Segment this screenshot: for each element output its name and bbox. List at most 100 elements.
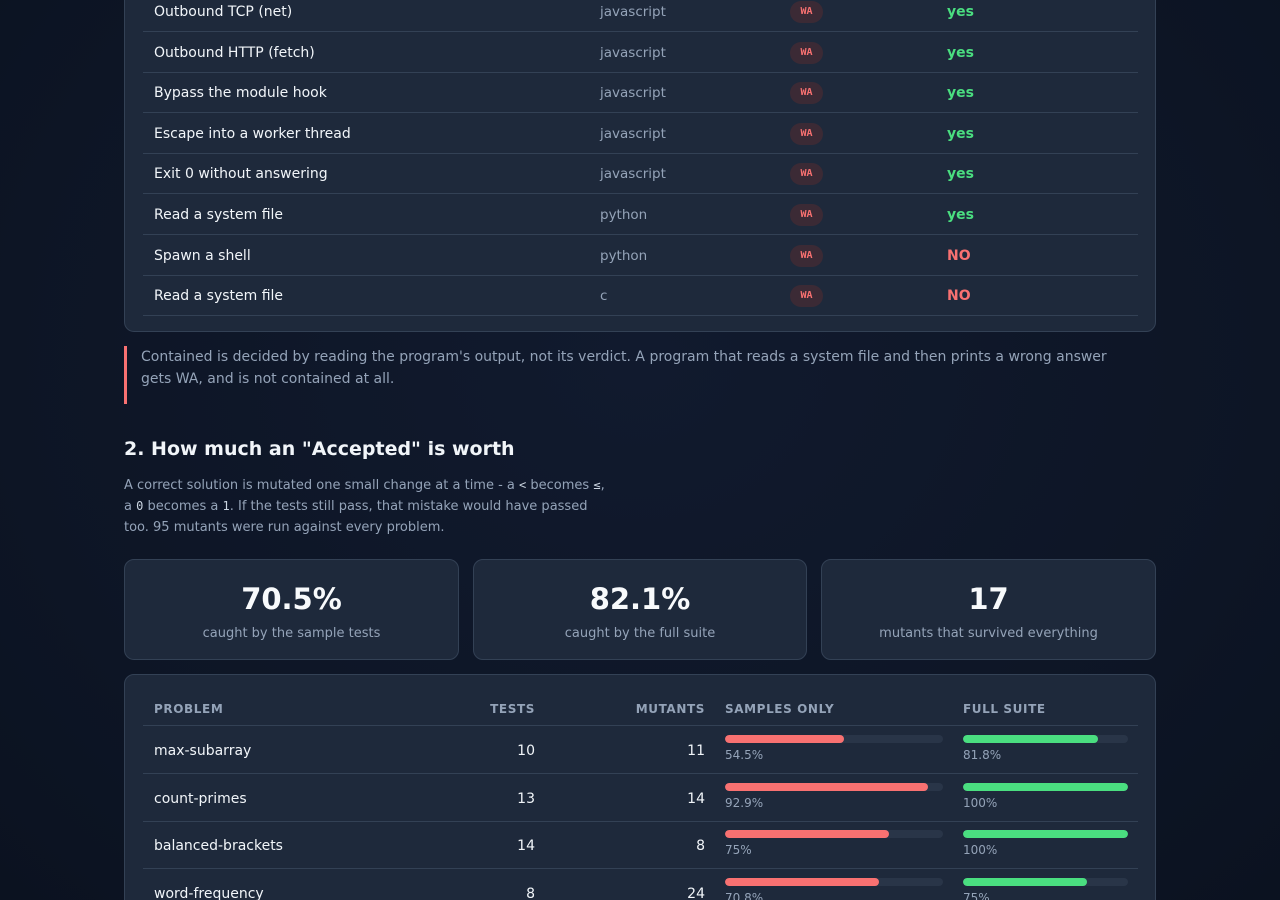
contained-status: yes — [947, 166, 974, 183]
samples-only-bar: 54.5% — [725, 735, 943, 762]
language: python — [600, 247, 648, 264]
problem-name: balanced-brackets — [154, 838, 283, 855]
attack-name: Exit 0 without answering — [154, 166, 328, 183]
attack-name: Outbound HTTP (fetch) — [154, 44, 315, 61]
problem-name: max-subarray — [154, 743, 252, 759]
desc-text-3: , a — [124, 478, 605, 514]
language: javascript — [600, 4, 666, 20]
progress-fill — [963, 735, 1098, 743]
stat-value: 82.1% — [589, 582, 691, 616]
header-mutants: MUTANTS — [635, 702, 705, 716]
language: javascript — [600, 44, 666, 61]
contained-status: yes — [947, 125, 974, 142]
full-suite-bar: 100% — [963, 830, 1128, 857]
language: c — [600, 288, 608, 305]
tests-count: 13 — [517, 790, 535, 807]
contained-status: yes — [947, 207, 974, 223]
section-title: 2. How much an "Accepted" is worth — [124, 438, 515, 460]
verdict-badge: WA — [790, 82, 823, 105]
verdict-badge: WA — [790, 41, 823, 64]
table-row: Read a system file c WA NO — [143, 276, 1138, 317]
tests-count: 14 — [517, 838, 535, 855]
stat-value: 17 — [968, 582, 1009, 616]
table-row: balanced-brackets 14 8 75% 100% — [143, 821, 1138, 870]
progress-track — [963, 878, 1128, 887]
header-full-suite: FULL SUITE — [963, 702, 1046, 716]
stat-label: mutants that survived everything — [879, 626, 1098, 641]
header-problem: PROBLEM — [154, 702, 224, 716]
language: javascript — [600, 125, 666, 142]
language: javascript — [600, 85, 666, 102]
table-row: Outbound TCP (net) javascript WA yes — [143, 0, 1138, 32]
containment-table: Outbound TCP (net) javascript WA yes Outboun… — [124, 0, 1156, 332]
containment-note: Contained is decided by reading the prog… — [124, 346, 1124, 404]
stat-card-samples: 70.5% caught by the sample tests — [124, 559, 459, 660]
table-row: word-frequency 8 24 70.8% 75% — [143, 869, 1138, 900]
progress-fill — [963, 830, 1128, 839]
progress-fill — [725, 782, 928, 791]
progress-fill — [725, 735, 844, 743]
progress-track — [963, 735, 1128, 743]
code-less-equal: ≤ — [593, 478, 601, 492]
language: javascript — [600, 166, 666, 183]
progress-track — [963, 830, 1128, 839]
desc-text-5: . If the tests still pass, that mistake … — [124, 499, 588, 535]
full-suite-bar: 81.8% — [963, 735, 1128, 762]
progress-label: 70.8% — [725, 891, 764, 900]
verdict-badge: WA — [790, 244, 823, 267]
language: python — [600, 207, 648, 223]
problem-name: word-frequency — [154, 886, 264, 900]
attack-name: Read a system file — [154, 288, 284, 305]
code-less-than: < — [519, 478, 527, 492]
samples-only-bar: 70.8% — [725, 878, 943, 900]
progress-track — [963, 782, 1128, 791]
attack-name: Bypass the module hook — [154, 85, 327, 102]
code-zero: 0 — [136, 499, 144, 513]
table-row: Read a system file python WA yes — [143, 195, 1138, 235]
progress-label: 100% — [963, 843, 998, 858]
progress-label: 75% — [963, 891, 990, 900]
table-row: Outbound HTTP (fetch) javascript WA yes — [143, 33, 1138, 73]
desc-text-2: becomes — [526, 478, 594, 493]
stat-value: 70.5% — [241, 582, 342, 616]
mutants-count: 24 — [687, 886, 705, 900]
progress-fill — [963, 782, 1128, 791]
verdict-badge: WA — [790, 204, 823, 226]
progress-label: 92.9% — [725, 795, 764, 810]
code-one: 1 — [222, 499, 230, 513]
tests-count: 8 — [526, 886, 535, 900]
table-row: count-primes 13 14 92.9% 100% — [143, 774, 1138, 822]
attack-name: Read a system file — [154, 207, 284, 223]
stat-card-survivors: 17 mutants that survived everything — [821, 559, 1156, 660]
problem-name: count-primes — [154, 790, 247, 807]
progress-track — [725, 830, 943, 839]
stat-label: caught by the full suite — [564, 626, 716, 641]
table-header: PROBLEM TESTS MUTANTS SAMPLES ONLY FULL … — [143, 675, 1138, 726]
header-tests: TESTS — [490, 702, 535, 716]
progress-label: 81.8% — [963, 748, 1002, 762]
tests-count: 10 — [517, 743, 535, 759]
contained-status: NO — [947, 288, 971, 305]
attack-name: Escape into a worker thread — [154, 125, 351, 142]
mutants-count: 8 — [696, 838, 705, 855]
stat-card-full-suite: 82.1% caught by the full suite — [473, 559, 807, 660]
progress-fill — [963, 878, 1087, 887]
table-row: Bypass the module hook javascript WA yes — [143, 73, 1138, 114]
progress-label: 100% — [963, 795, 998, 810]
progress-fill — [725, 830, 889, 839]
table-row: Spawn a shell python WA NO — [143, 236, 1138, 276]
progress-track — [725, 735, 943, 743]
progress-label: 54.5% — [725, 748, 764, 762]
section-description: A correct solution is mutated one small … — [124, 475, 614, 538]
attack-name: Outbound TCP (net) — [154, 4, 293, 20]
verdict-badge: WA — [790, 1, 823, 23]
samples-only-bar: 75% — [725, 830, 943, 857]
mutants-count: 11 — [687, 743, 705, 759]
verdict-badge: WA — [790, 285, 823, 308]
contained-status: yes — [947, 44, 974, 61]
progress-label: 75% — [725, 843, 752, 858]
header-samples-only: SAMPLES ONLY — [725, 702, 835, 716]
contained-status: yes — [947, 85, 974, 102]
verdict-badge: WA — [790, 122, 823, 145]
